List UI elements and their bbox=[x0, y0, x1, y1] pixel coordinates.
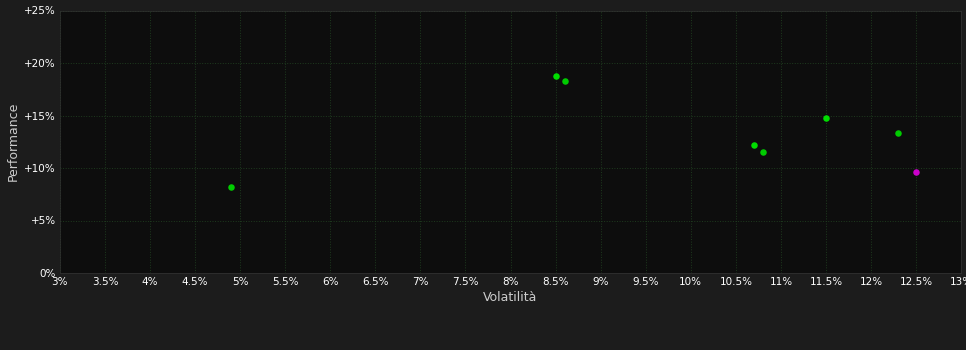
Point bbox=[755, 149, 771, 155]
Point bbox=[556, 78, 572, 84]
Point bbox=[818, 115, 834, 120]
Point bbox=[548, 73, 563, 78]
Point bbox=[223, 184, 239, 190]
X-axis label: Volatilità: Volatilità bbox=[483, 291, 538, 304]
Point bbox=[891, 131, 906, 136]
Y-axis label: Performance: Performance bbox=[7, 102, 20, 181]
Point bbox=[908, 169, 923, 175]
Point bbox=[746, 142, 761, 148]
